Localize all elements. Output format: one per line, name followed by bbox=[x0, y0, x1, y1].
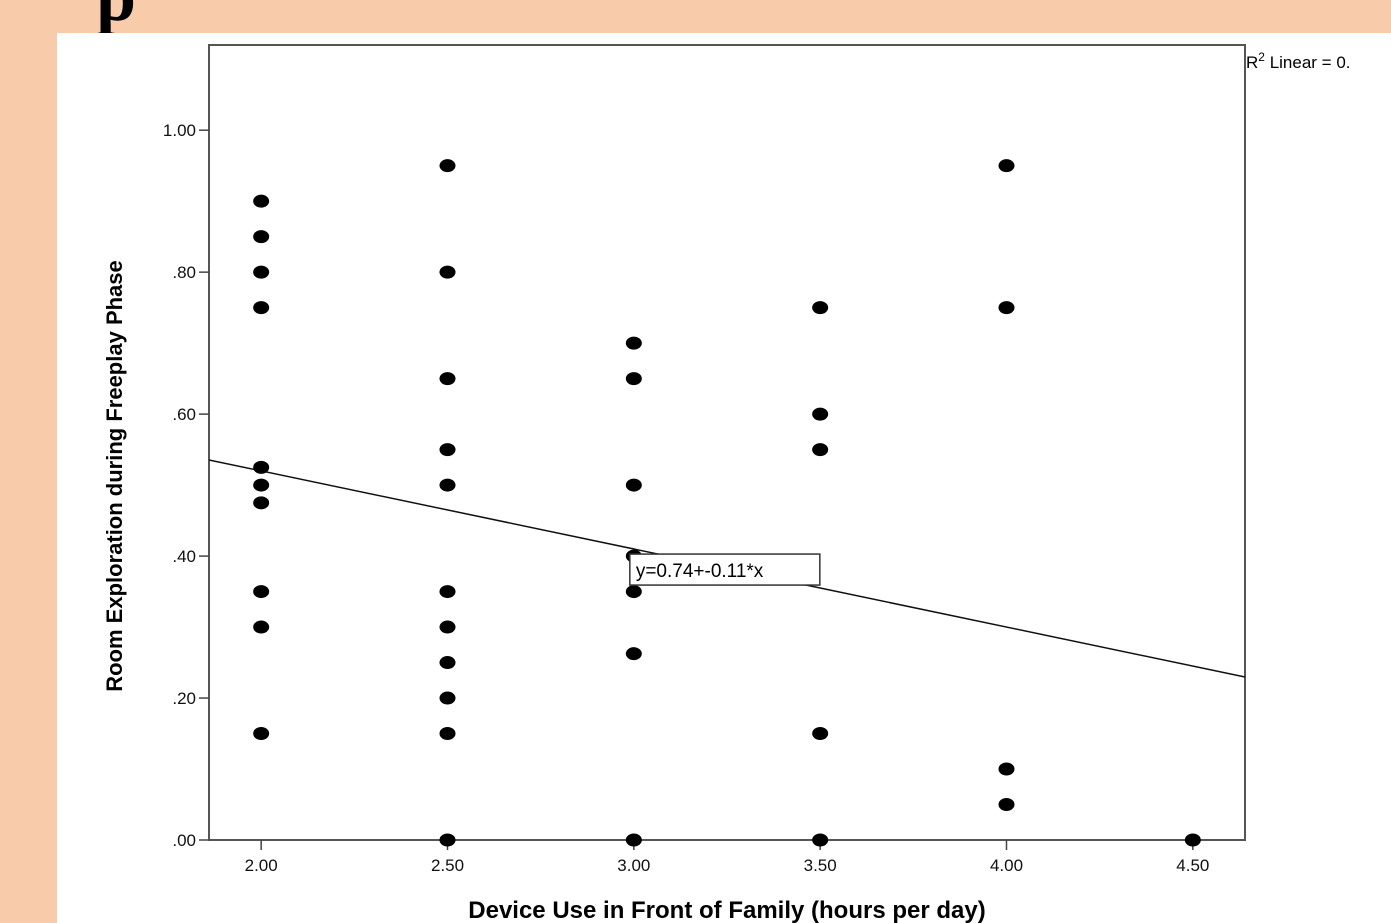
x-tick-label: 3.00 bbox=[617, 856, 650, 875]
scatter-chart: .00 .20 .40 .60 .80 1.00 2.00 2.50 3.00 3.50 4.00 4… bbox=[102, 44, 1351, 923]
x-axis-label: Device Use in Front of Family (hours per… bbox=[468, 897, 985, 923]
data-point bbox=[253, 478, 270, 492]
data-point bbox=[253, 230, 270, 244]
data-point bbox=[439, 620, 456, 634]
data-point bbox=[439, 656, 456, 670]
data-point bbox=[812, 407, 829, 421]
data-point bbox=[439, 478, 456, 492]
data-point bbox=[439, 585, 456, 599]
data-point bbox=[812, 301, 829, 315]
data-point bbox=[439, 372, 456, 386]
data-point bbox=[998, 301, 1015, 315]
fit-annotation-box bbox=[629, 553, 821, 586]
y-tick-label: .00 bbox=[172, 831, 196, 850]
y-tick-label: .40 bbox=[172, 547, 196, 566]
x-tick-label: 2.50 bbox=[431, 856, 464, 875]
data-point bbox=[439, 159, 456, 173]
data-point bbox=[625, 585, 642, 599]
y-tick-label: .60 bbox=[172, 405, 196, 424]
data-point bbox=[625, 833, 642, 847]
data-point bbox=[1184, 833, 1201, 847]
y-axis-label: Room Exploration during Freeplay Phase bbox=[102, 260, 127, 692]
plot-frame bbox=[208, 44, 1246, 841]
data-point bbox=[253, 585, 270, 599]
data-point bbox=[625, 478, 642, 492]
x-tick-label: 3.50 bbox=[804, 856, 837, 875]
legend-r2-linear: R2 Linear = 0. bbox=[1246, 50, 1351, 72]
fit-annotation: y=0.74+-0.11*x bbox=[636, 561, 764, 582]
data-point bbox=[625, 372, 642, 386]
data-point bbox=[439, 727, 456, 741]
data-point bbox=[812, 833, 829, 847]
data-point bbox=[253, 460, 270, 474]
data-point bbox=[439, 833, 456, 847]
data-point bbox=[998, 159, 1015, 173]
x-tick-label: 2.00 bbox=[245, 856, 278, 875]
data-point bbox=[253, 620, 270, 634]
x-tick-label: 4.50 bbox=[1176, 856, 1209, 875]
data-point bbox=[253, 194, 270, 208]
data-point bbox=[253, 265, 270, 279]
y-tick-label: 1.00 bbox=[163, 121, 196, 140]
data-point bbox=[998, 762, 1015, 776]
data-point bbox=[253, 301, 270, 315]
chart-panel: .00 .20 .40 .60 .80 1.00 2.00 2.50 3.00 3.50 4.00 4… bbox=[57, 33, 1391, 923]
data-point bbox=[253, 496, 270, 510]
y-tick-label: .20 bbox=[172, 689, 196, 708]
y-tick-label: .80 bbox=[172, 263, 196, 282]
data-point bbox=[625, 647, 642, 661]
data-point bbox=[812, 727, 829, 741]
x-tick-label: 4.00 bbox=[990, 856, 1023, 875]
data-point bbox=[998, 798, 1015, 812]
data-point bbox=[439, 443, 456, 457]
data-point bbox=[439, 265, 456, 279]
slide-title-fragment: p bbox=[96, 0, 136, 32]
data-point bbox=[625, 336, 642, 350]
data-point bbox=[439, 691, 456, 705]
data-point bbox=[812, 443, 829, 457]
data-point bbox=[253, 727, 270, 741]
